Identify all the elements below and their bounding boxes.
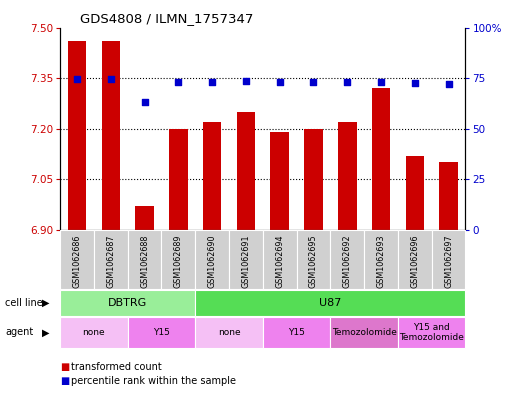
Bar: [439, 162, 458, 230]
Text: Y15: Y15: [288, 328, 305, 337]
Text: GSM1062688: GSM1062688: [140, 235, 149, 288]
Text: GSM1062687: GSM1062687: [106, 235, 115, 288]
Bar: [101, 41, 120, 230]
Text: Y15 and
Temozolomide: Y15 and Temozolomide: [399, 323, 464, 342]
Bar: [203, 122, 221, 230]
Text: GSM1062697: GSM1062697: [444, 235, 453, 288]
Text: GSM1062693: GSM1062693: [377, 235, 385, 288]
Bar: [364, 230, 398, 289]
Text: U87: U87: [319, 298, 342, 308]
Bar: [331, 230, 364, 289]
Point: [309, 79, 317, 85]
Text: none: none: [83, 328, 105, 337]
Point: [276, 79, 284, 85]
Point: [107, 75, 115, 82]
Text: cell line: cell line: [5, 298, 43, 308]
Point: [140, 99, 149, 106]
Bar: [297, 230, 331, 289]
Point: [208, 79, 217, 85]
Text: GSM1062690: GSM1062690: [208, 235, 217, 288]
Text: Y15: Y15: [153, 328, 170, 337]
Bar: [229, 230, 263, 289]
Bar: [263, 230, 297, 289]
Bar: [60, 230, 94, 289]
Bar: [128, 317, 195, 348]
Bar: [60, 290, 195, 316]
Bar: [372, 88, 390, 230]
Point: [445, 81, 453, 87]
Text: GSM1062692: GSM1062692: [343, 235, 352, 288]
Bar: [263, 317, 331, 348]
Point: [343, 79, 351, 85]
Text: ▶: ▶: [42, 298, 50, 308]
Text: percentile rank within the sample: percentile rank within the sample: [71, 376, 235, 386]
Bar: [236, 112, 255, 230]
Bar: [195, 317, 263, 348]
Text: GSM1062691: GSM1062691: [242, 235, 251, 288]
Bar: [195, 290, 465, 316]
Text: GSM1062695: GSM1062695: [309, 235, 318, 288]
Text: ■: ■: [60, 362, 70, 373]
Bar: [60, 317, 128, 348]
Point: [377, 79, 385, 85]
Bar: [270, 132, 289, 230]
Bar: [169, 129, 188, 230]
Text: DBTRG: DBTRG: [108, 298, 147, 308]
Text: transformed count: transformed count: [71, 362, 162, 373]
Bar: [68, 41, 86, 230]
Bar: [162, 230, 195, 289]
Text: Temozolomide: Temozolomide: [332, 328, 396, 337]
Point: [73, 75, 81, 82]
Bar: [128, 230, 162, 289]
Bar: [338, 122, 357, 230]
Text: GSM1062686: GSM1062686: [73, 235, 82, 288]
Text: GDS4808 / ILMN_1757347: GDS4808 / ILMN_1757347: [81, 12, 254, 25]
Bar: [331, 317, 398, 348]
Text: ▶: ▶: [42, 327, 50, 338]
Bar: [398, 230, 431, 289]
Bar: [304, 129, 323, 230]
Text: GSM1062696: GSM1062696: [411, 235, 419, 288]
Text: none: none: [218, 328, 241, 337]
Bar: [405, 156, 424, 230]
Text: ■: ■: [60, 376, 70, 386]
Bar: [431, 230, 465, 289]
Text: GSM1062694: GSM1062694: [275, 235, 284, 288]
Bar: [398, 317, 465, 348]
Point: [174, 79, 183, 85]
Bar: [195, 230, 229, 289]
Bar: [94, 230, 128, 289]
Bar: [135, 206, 154, 230]
Text: agent: agent: [5, 327, 33, 338]
Point: [411, 80, 419, 86]
Text: GSM1062689: GSM1062689: [174, 235, 183, 288]
Point: [242, 78, 250, 84]
